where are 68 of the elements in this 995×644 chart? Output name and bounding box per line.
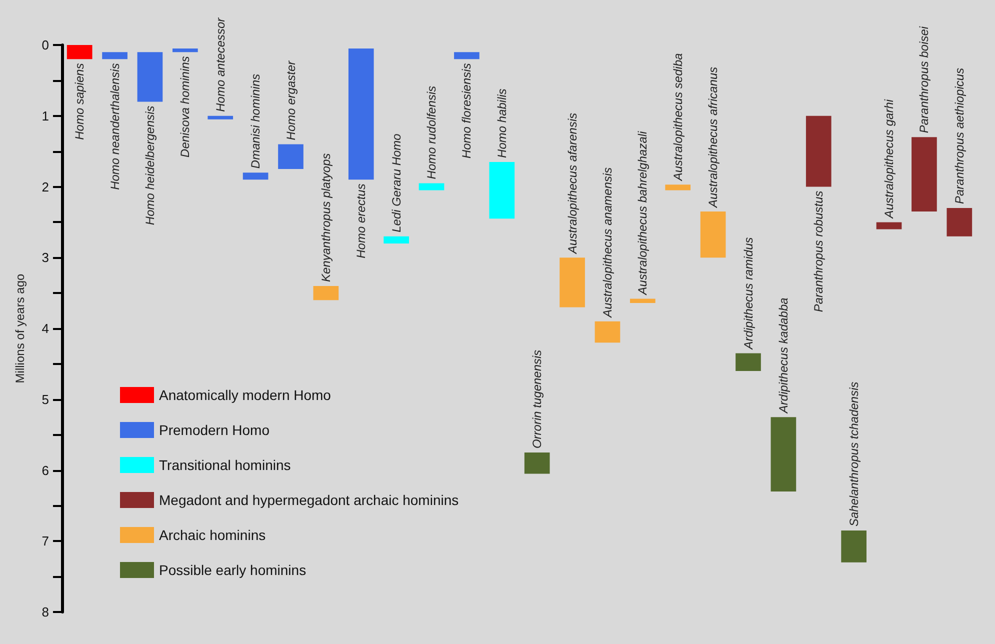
bar	[806, 116, 832, 187]
bar	[524, 452, 550, 474]
x-tick-label: Australopithecus afarensis	[565, 112, 580, 255]
bar	[418, 183, 444, 190]
bar	[912, 137, 937, 212]
x-tick-label: Homo rudolfensis	[424, 86, 439, 180]
legend-label: Archaic hominins	[159, 527, 266, 543]
bar	[208, 116, 234, 120]
y-tick-label: 2	[42, 179, 49, 194]
bar	[384, 236, 409, 244]
legend-label: Anatomically modern Homo	[159, 387, 332, 403]
x-tick-label: Homo neanderthalensis	[108, 63, 122, 190]
y-tick-label: 3	[42, 250, 49, 266]
x-tick-label: Paranthropus boisei	[917, 26, 932, 134]
x-tick-label: Ledi Geraru Homo	[389, 133, 404, 232]
bar	[876, 222, 902, 230]
bar	[172, 48, 198, 52]
bar	[348, 48, 374, 180]
x-tick-label: Australopithecus garhi	[882, 99, 896, 220]
x-tick-label: Dmanisi hominins	[248, 74, 263, 169]
x-tick-label: Denisova hominins	[178, 56, 192, 158]
x-tick-label: Orrorin tugenensis	[530, 350, 544, 449]
bar	[630, 298, 656, 303]
y-tick-label: 6	[42, 462, 49, 478]
y-tick-label: 1	[42, 108, 49, 124]
x-tick-label: Australopithecus africanus	[706, 66, 720, 209]
x-tick-label: Homo habilis	[494, 88, 509, 158]
x-tick-label: Paranthropus aethiopicus	[952, 68, 966, 204]
bar	[946, 208, 972, 236]
bar	[454, 52, 480, 60]
bar	[137, 52, 163, 102]
bar	[770, 417, 796, 492]
x-tick-label: Homo floresiensis	[460, 63, 474, 159]
x-tick-label: Ardipithecus ramidus	[741, 237, 756, 350]
bar	[66, 45, 92, 60]
bar	[242, 172, 268, 180]
x-tick-label: Australopithecus bahrelghazali	[636, 130, 650, 296]
x-tick-label: Sahelanthropus tchadensis	[846, 382, 861, 526]
bar	[313, 286, 339, 300]
bar	[665, 184, 691, 190]
x-tick-label: Homo erectus	[354, 184, 368, 258]
x-tick-label: Australopithecus sediba	[670, 52, 685, 182]
bar	[736, 353, 761, 372]
bar	[700, 212, 726, 258]
y-tick-label: 4	[42, 321, 49, 336]
bar	[489, 162, 515, 219]
y-tick-label: 8	[42, 604, 49, 620]
legend-label: Megadont and hypermegadont archaic hominins	[159, 492, 459, 508]
bar	[102, 52, 128, 60]
legend-label: Possible early hominins	[159, 562, 306, 578]
y-tick-label: 0	[42, 38, 49, 52]
bar	[594, 321, 620, 343]
x-tick-label: Kenyanthropus platyops	[318, 153, 333, 282]
x-tick-label: Homo ergaster	[284, 60, 298, 140]
x-tick-label: Ardipithecus kadabba	[776, 297, 790, 414]
y-tick-label: 5	[42, 392, 49, 407]
x-tick-label: Homo heidelbergensis	[142, 106, 157, 226]
bar	[841, 530, 866, 562]
x-tick-label: Paranthropus robustus	[812, 190, 826, 312]
legend-label: Transitional hominins	[159, 457, 291, 473]
x-tick-label: Homo sapiens	[72, 63, 87, 140]
legend-label: Premodern Homo	[159, 422, 270, 438]
bar	[278, 144, 304, 170]
y-tick-label: 7	[42, 534, 49, 549]
bar	[560, 258, 585, 308]
x-tick-label: Australopithecus anamensis	[600, 167, 614, 318]
y-axis-title: Millions of years ago	[13, 273, 27, 384]
x-tick-label: Homo antecessor	[213, 16, 228, 112]
